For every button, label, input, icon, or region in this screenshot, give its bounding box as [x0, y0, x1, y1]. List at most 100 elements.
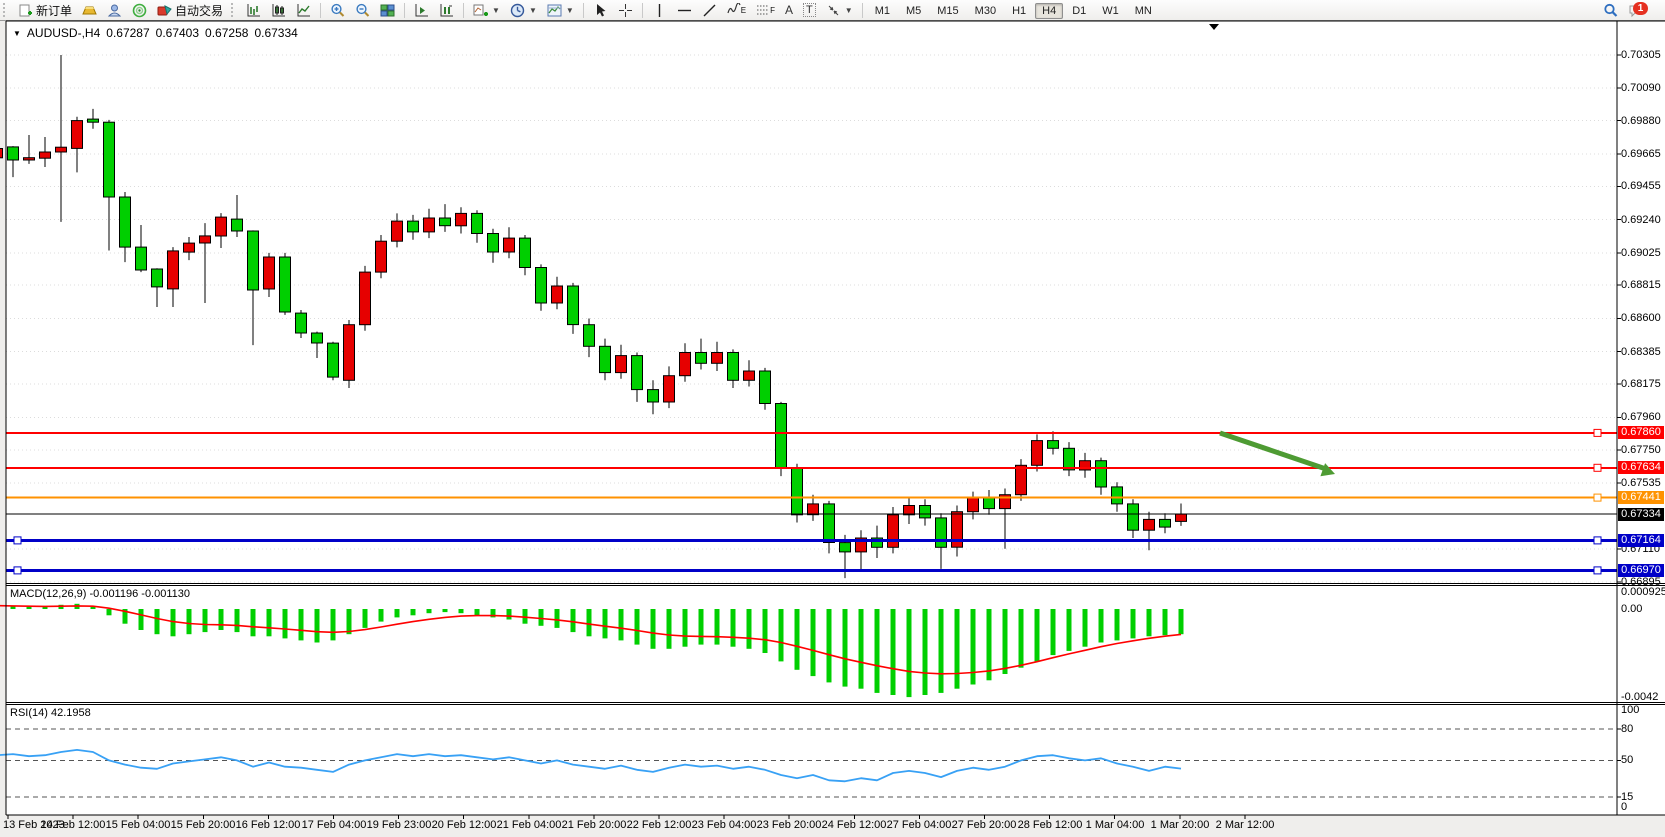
macd-bar — [538, 609, 544, 626]
macd-bar — [154, 609, 160, 635]
price-axis-label: 0.69240 — [1621, 214, 1661, 226]
macd-bar — [298, 609, 304, 641]
candle-body — [183, 242, 195, 253]
candle-body — [119, 196, 131, 248]
tile-windows-button[interactable] — [375, 0, 400, 20]
toolbar-drag-handle[interactable] — [3, 3, 10, 17]
arrow-tools-button[interactable]: ▼ — [821, 0, 858, 20]
elliott-wave-tool-button[interactable]: E — [722, 0, 751, 20]
candle-body — [487, 233, 499, 253]
chevron-down-icon[interactable]: ▼ — [13, 28, 21, 38]
symbol-title-bar[interactable]: ▼ AUDUSD-,H4 0.67287 0.67403 0.67258 0.6… — [13, 26, 298, 40]
macd-bar — [250, 609, 256, 637]
auto-trading-button[interactable]: 自动交易 — [152, 0, 228, 20]
line-anchor-handle[interactable] — [1593, 428, 1602, 437]
macd-bar — [1162, 609, 1168, 636]
candle-body — [55, 146, 67, 153]
new-order-icon — [19, 4, 32, 16]
candle-body — [631, 355, 643, 391]
candle-body — [551, 285, 563, 304]
candle-body — [71, 120, 83, 149]
candle-body — [823, 503, 835, 543]
cursor-tool-button[interactable] — [588, 0, 613, 20]
macd-bar — [362, 609, 368, 628]
arrow-tools-icon — [828, 5, 839, 15]
time-axis-label: 27 Feb 20:00 — [951, 819, 1017, 831]
notifications-button[interactable]: 1 — [1623, 0, 1659, 20]
timeframe-h1[interactable]: H1 — [1012, 5, 1027, 17]
fibonacci-tool-button[interactable]: F — [751, 0, 780, 20]
line-chart-mode-button[interactable] — [291, 0, 316, 20]
line-anchor-handle[interactable] — [13, 536, 22, 545]
text-tool-button[interactable]: A — [780, 0, 798, 20]
ohlc-low: 0.67258 — [205, 26, 249, 40]
candle-body — [199, 235, 211, 244]
zoom-out-button[interactable] — [350, 0, 375, 20]
timeframe-mn[interactable]: MN — [1134, 5, 1152, 17]
candle-body — [855, 537, 867, 553]
chart-play-icon — [415, 3, 429, 16]
timeframe-m30[interactable]: M30 — [974, 5, 997, 17]
step-pause-button[interactable] — [434, 0, 459, 20]
trend-arrow[interactable] — [1219, 430, 1327, 472]
timeframe-d1[interactable]: D1 — [1072, 5, 1087, 17]
trend-arrow-head[interactable] — [1320, 463, 1335, 477]
macd-bar — [650, 609, 656, 649]
rsi-label: RSI(14) 42.1958 — [10, 707, 91, 719]
candle-body — [471, 212, 483, 234]
line-anchor-handle[interactable] — [1593, 463, 1602, 472]
candle-body — [983, 497, 995, 510]
macd-bar — [1066, 609, 1072, 651]
macd-bar — [42, 606, 48, 609]
time-axis-label: 15 Feb 20:00 — [170, 819, 236, 831]
symbol-label: AUDUSD-,H4 — [26, 26, 101, 40]
timeframe-w1[interactable]: W1 — [1102, 5, 1119, 17]
crosshair-tool-button[interactable] — [613, 0, 638, 20]
add-indicator-button[interactable]: ▼ — [468, 0, 505, 20]
line-anchor-handle[interactable] — [13, 566, 22, 575]
toolbar-separator — [320, 2, 322, 18]
gold-tool-button[interactable] — [77, 0, 102, 20]
macd-bar — [986, 609, 992, 681]
bar-chart-mode-button[interactable] — [241, 0, 266, 20]
timeframe-m1[interactable]: M1 — [874, 5, 890, 17]
candle-body — [0, 148, 3, 159]
time-axis-label: 1 Mar 20:00 — [1150, 819, 1210, 831]
macd-bar — [746, 609, 752, 649]
candle-body — [1031, 440, 1043, 466]
label-tool-button[interactable]: T — [798, 0, 821, 20]
candle-body — [615, 355, 627, 374]
price-axis-label: 0.68175 — [1621, 378, 1661, 390]
zoom-in-icon — [331, 3, 345, 17]
candlestick-mode-button[interactable] — [266, 0, 291, 20]
line-anchor-handle[interactable] — [1593, 493, 1602, 502]
horizontal-line-tool-button[interactable] — [672, 0, 697, 20]
vertical-line-tool-button[interactable] — [647, 0, 672, 20]
template-button[interactable]: ▼ — [542, 0, 579, 20]
profile-button[interactable] — [102, 0, 127, 20]
price-axis-label: 0.69665 — [1621, 148, 1661, 160]
macd-bar — [122, 609, 128, 624]
line-anchor-handle[interactable] — [1593, 566, 1602, 575]
candle-body — [1143, 518, 1155, 531]
signal-button[interactable] — [127, 0, 152, 20]
trendline-tool-button[interactable] — [697, 0, 722, 20]
line-anchor-handle[interactable] — [1593, 536, 1602, 545]
step-forward-button[interactable] — [409, 0, 434, 20]
toolbar-drag-handle[interactable] — [231, 3, 238, 17]
timeframe-h4[interactable]: H4 — [1035, 3, 1064, 19]
signal-icon — [132, 3, 147, 17]
chart-shift-marker[interactable] — [1209, 24, 1219, 30]
candle-body — [775, 403, 787, 469]
zoom-in-button[interactable] — [325, 0, 350, 20]
period-button[interactable]: ▼ — [505, 0, 542, 20]
macd-bar — [586, 609, 592, 637]
search-button[interactable] — [1598, 0, 1623, 20]
add-indicator-icon — [473, 4, 489, 16]
price-axis-label: 0.68385 — [1621, 346, 1661, 358]
new-order-button[interactable]: 新订单 — [13, 0, 77, 20]
macd-bar — [778, 609, 784, 662]
timeframe-m5[interactable]: M5 — [905, 5, 922, 17]
timeframe-m15[interactable]: M15 — [937, 5, 959, 17]
